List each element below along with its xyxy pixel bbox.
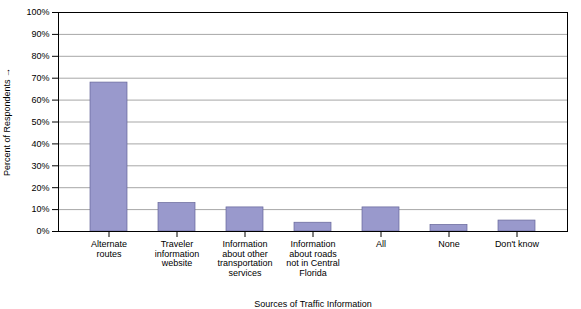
svg-text:Percent of Respondents →: Percent of Respondents →: [2, 68, 12, 176]
svg-text:80%: 80%: [31, 51, 49, 61]
svg-text:70%: 70%: [31, 73, 49, 83]
svg-text:Sources of Traffic Information: Sources of Traffic Information: [254, 299, 371, 309]
svg-text:0%: 0%: [36, 226, 49, 236]
svg-text:Don't know: Don't know: [495, 239, 540, 249]
svg-text:Alternateroutes: Alternateroutes: [91, 239, 127, 258]
svg-text:None: None: [438, 239, 460, 249]
svg-text:Informationabout roadsnot in C: Informationabout roadsnot in CentralFlor…: [286, 239, 340, 277]
svg-text:Informationabout othertranspor: Informationabout othertransportationserv…: [217, 239, 272, 277]
svg-text:90%: 90%: [31, 29, 49, 39]
svg-text:20%: 20%: [31, 183, 49, 193]
svg-text:All: All: [376, 239, 386, 249]
svg-text:40%: 40%: [31, 139, 49, 149]
svg-text:100%: 100%: [26, 7, 49, 17]
svg-text:30%: 30%: [31, 161, 49, 171]
svg-text:10%: 10%: [31, 204, 49, 214]
svg-text:Travelerinformationwebsite: Travelerinformationwebsite: [155, 239, 200, 268]
svg-text:50%: 50%: [31, 117, 49, 127]
svg-text:60%: 60%: [31, 95, 49, 105]
